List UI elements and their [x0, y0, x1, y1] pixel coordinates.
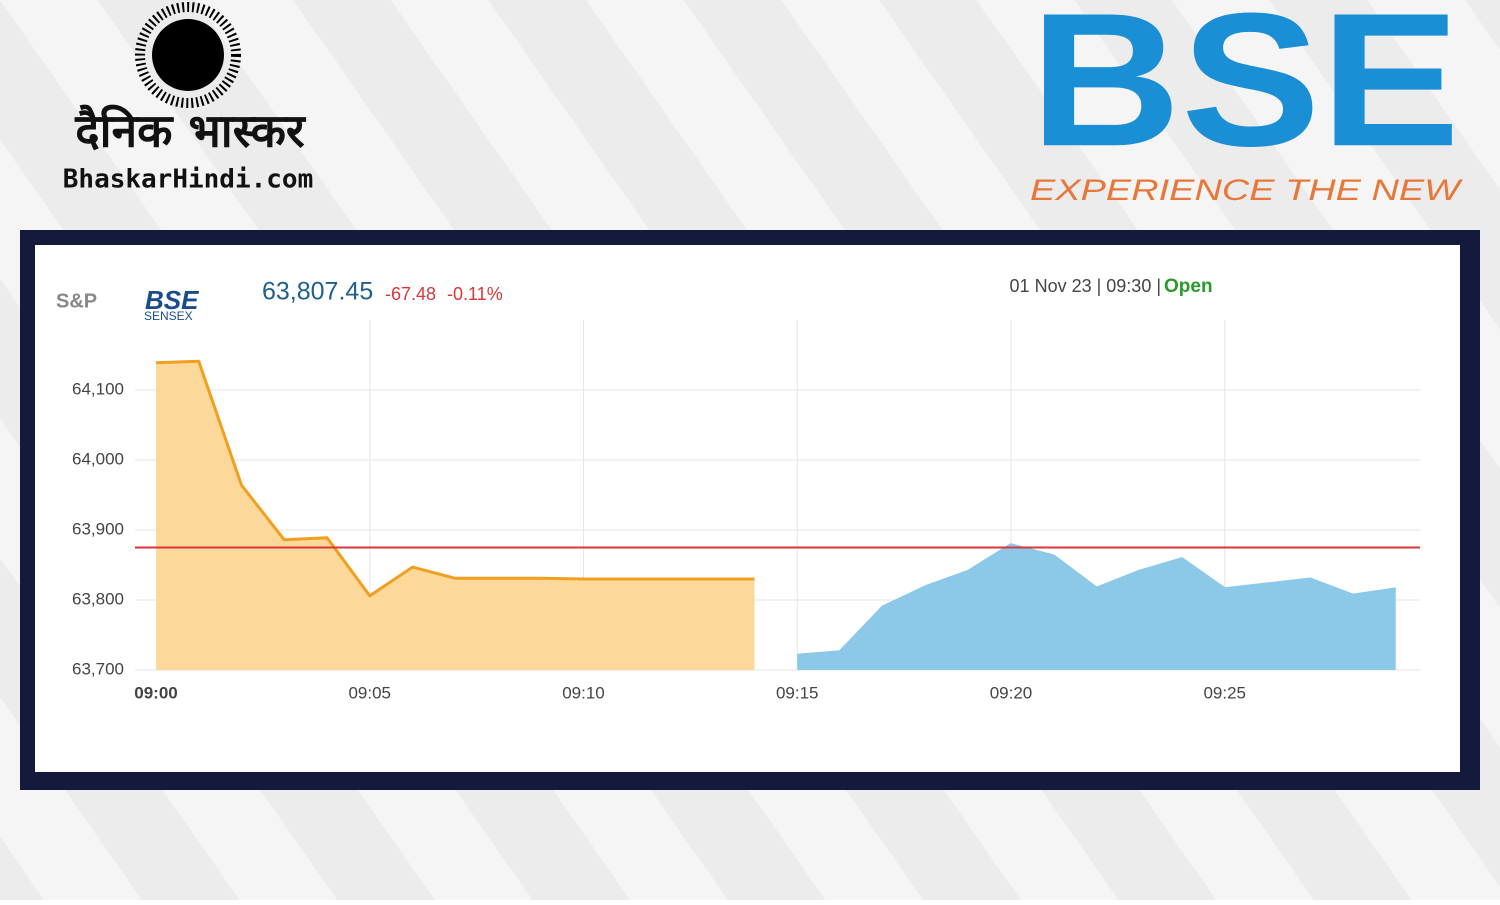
y-tick-label: 64,000: [72, 449, 124, 468]
brand-site: BhaskarHindi.com: [63, 165, 313, 195]
brand-title: दैनिक भास्कर: [74, 104, 307, 158]
timestamp: 01 Nov 23 | 09:30 |: [1010, 276, 1161, 296]
x-tick-label: 09:15: [776, 683, 819, 702]
area-line: [155, 359, 755, 598]
sun-icon: [135, 2, 241, 108]
status: Open: [1164, 276, 1213, 297]
x-tick-label: 09:20: [990, 683, 1033, 702]
area-fill: [797, 544, 1396, 670]
x-tick-label: 09:00: [134, 683, 177, 702]
chart-panel: [35, 245, 1460, 772]
bse-logo: BSE: [1030, 0, 1460, 186]
price: 63,807.45: [262, 278, 373, 306]
y-tick-label: 63,700: [72, 659, 124, 678]
index-name: BSE: [145, 285, 199, 315]
change-pct: -0.11%: [447, 284, 503, 304]
y-tick-label: 63,900: [72, 519, 124, 538]
x-tick-label: 09:25: [1203, 683, 1246, 702]
plot: 63,700 63,800 63,900 64,000 64,100 09:00 09:05…: [72, 320, 1420, 702]
y-tick-label: 63,800: [72, 589, 124, 608]
area-line: [797, 543, 1396, 657]
area-fill: [156, 361, 755, 670]
index-prefix: S&P: [56, 290, 97, 312]
x-tick-label: 09:05: [348, 683, 391, 702]
bse-tagline: EXPERIENCE THE NEW: [1030, 174, 1463, 207]
index-sub: SENSEX: [144, 309, 193, 323]
x-tick-label: 09:10: [562, 683, 605, 702]
y-tick-label: 64,100: [72, 379, 124, 398]
change: -67.48: [385, 284, 436, 304]
